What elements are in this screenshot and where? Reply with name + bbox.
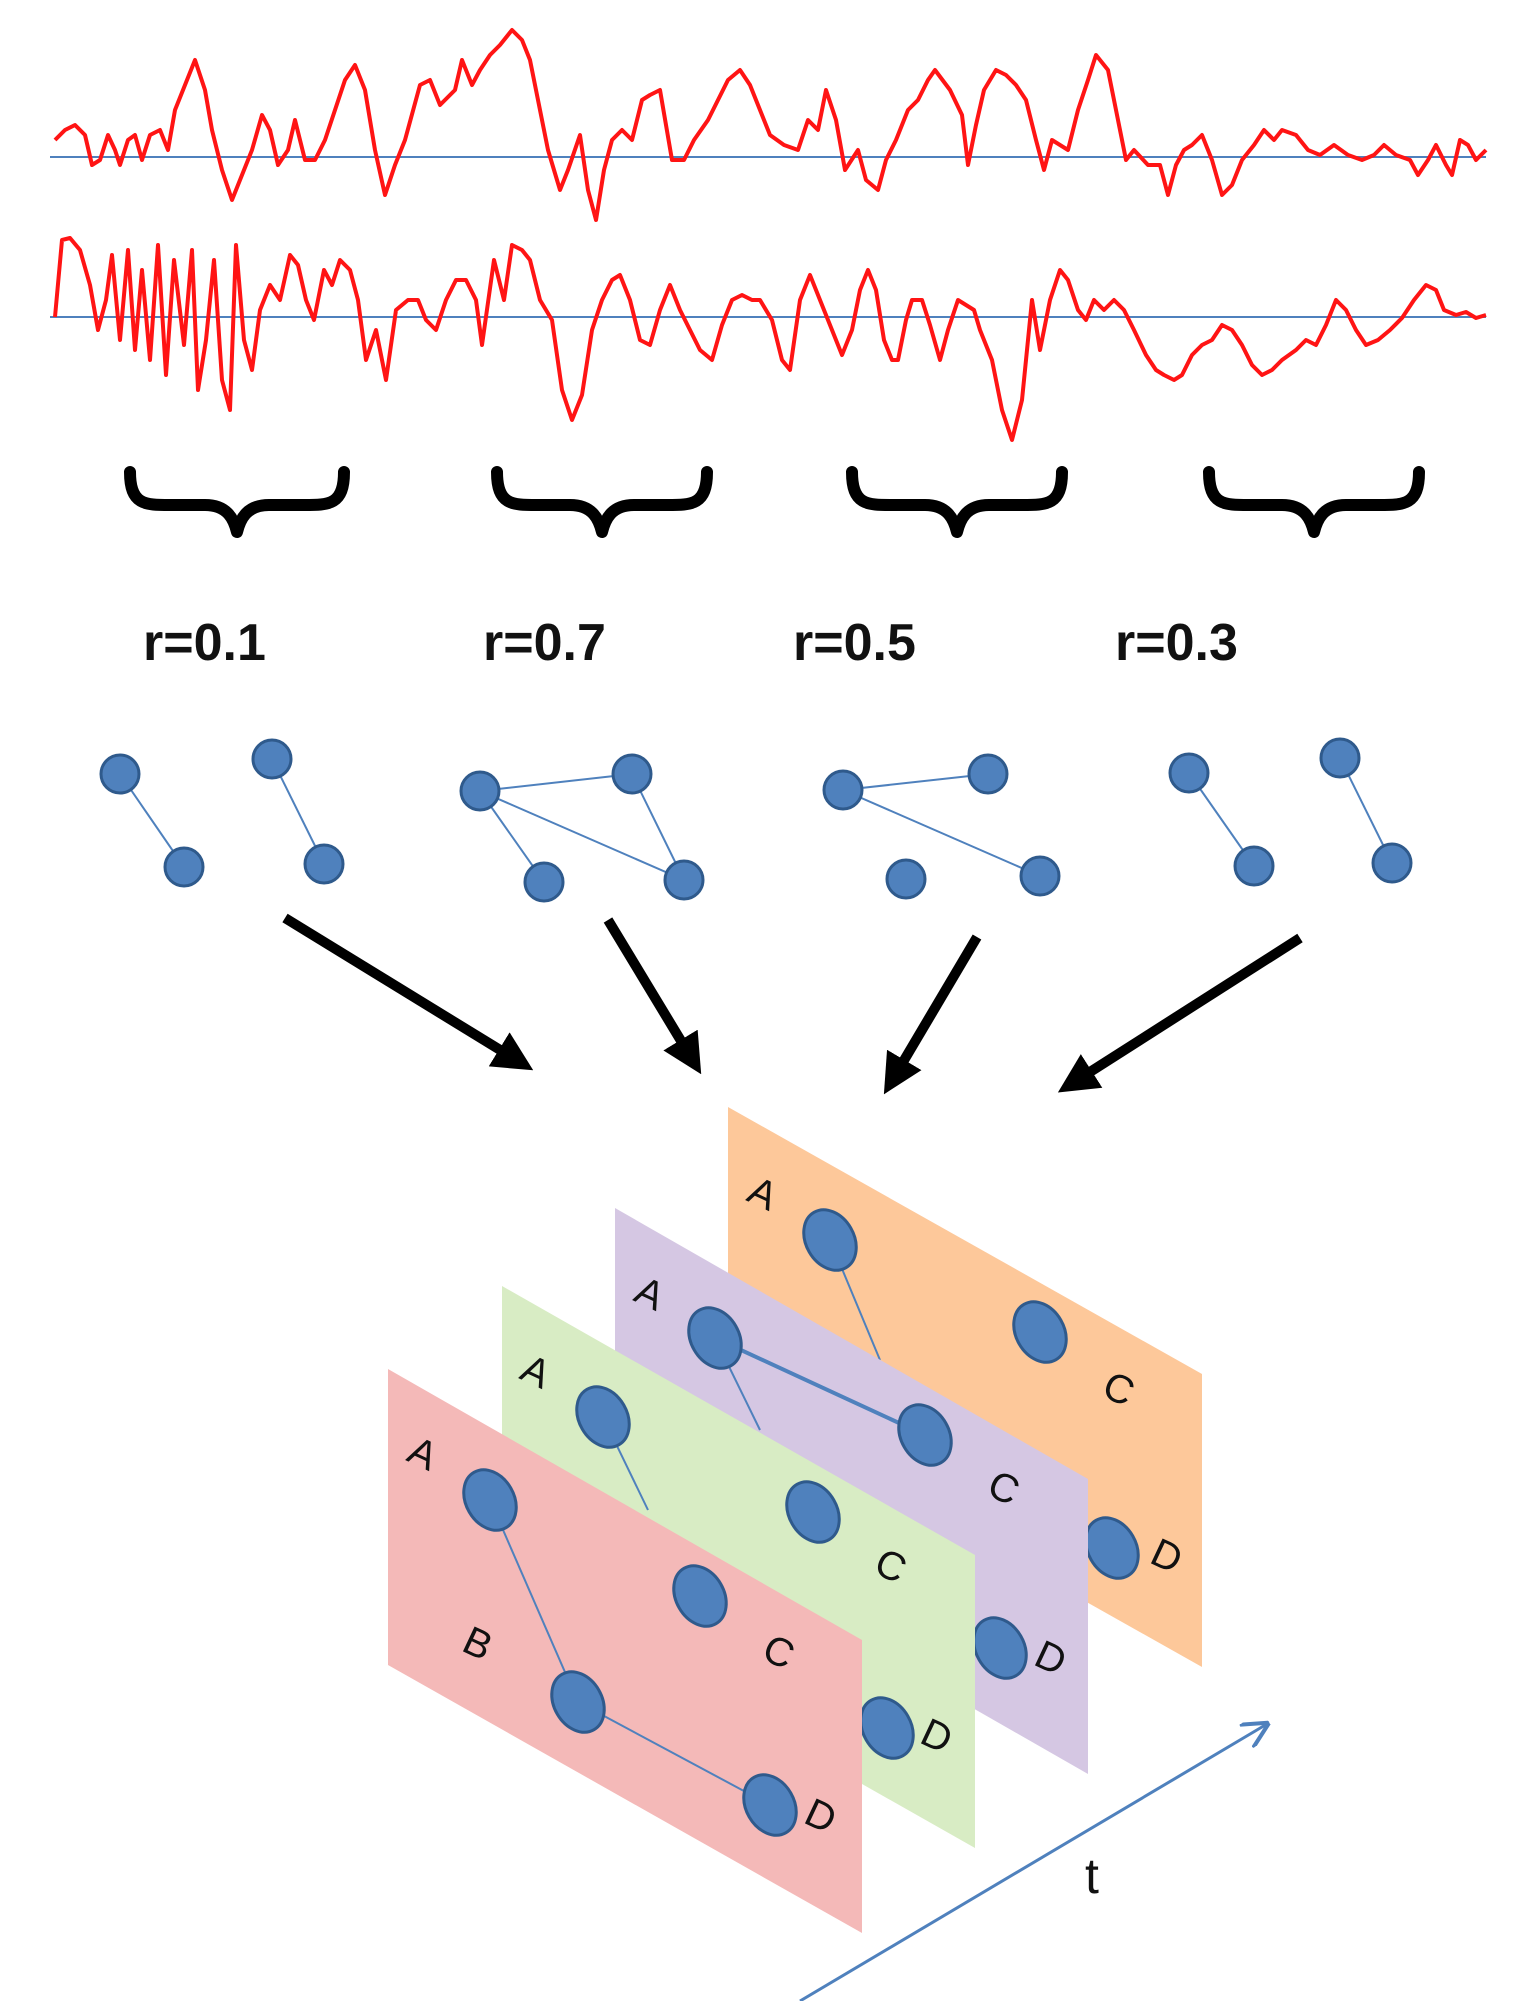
time-axis-label: t <box>1085 1848 1099 1904</box>
layer-2-node <box>859 1696 915 1760</box>
network-2-node <box>663 859 705 901</box>
network-2-node <box>459 770 501 812</box>
signal-1-trace <box>53 28 1488 222</box>
layer-4-node <box>802 1208 858 1272</box>
layer-3-node <box>897 1403 953 1467</box>
network-3-node <box>1019 855 1061 897</box>
network-4-node <box>1371 842 1413 884</box>
network-layer-1: A B C D <box>388 1369 862 1933</box>
network-4-node <box>1319 737 1361 779</box>
window-braces <box>124 466 1425 538</box>
time-axis: t <box>799 1724 1267 2001</box>
network-3-edge <box>842 773 989 791</box>
network-3-node <box>967 753 1009 795</box>
network-1-node <box>163 846 205 888</box>
window-network-1 <box>99 738 345 888</box>
signal-1 <box>50 28 1488 222</box>
network-1-node <box>99 753 141 795</box>
layer-4-node <box>1012 1300 1068 1364</box>
layer-1-node <box>462 1468 518 1532</box>
network-1-node <box>251 738 293 780</box>
brace-2 <box>491 466 713 538</box>
network-3-edge <box>842 789 1041 877</box>
window-arrows <box>282 913 1303 1095</box>
arrow-4 <box>1057 933 1303 1093</box>
arrow-2 <box>603 917 702 1075</box>
layer-3-node <box>972 1616 1028 1680</box>
arrow-1 <box>282 913 534 1071</box>
signal-2 <box>50 236 1487 442</box>
layer-1-edge <box>489 1499 579 1703</box>
window-network-3 <box>822 753 1061 900</box>
corr-label-4: r=0.3 <box>1115 614 1238 672</box>
network-4-node <box>1233 845 1275 887</box>
network-2-edge <box>479 790 685 881</box>
brace-1 <box>124 466 350 538</box>
arrow-3 <box>883 934 982 1095</box>
layer-1-node <box>672 1564 728 1628</box>
layer-4-node <box>1084 1516 1140 1580</box>
brace-4 <box>1203 466 1425 538</box>
time-axis-line <box>799 1724 1267 2001</box>
window-network-4 <box>1168 737 1413 887</box>
layer-1-node <box>550 1670 606 1734</box>
network-1-node <box>303 843 345 885</box>
network-2-edge <box>479 773 633 792</box>
window-network-2 <box>459 753 705 903</box>
corr-label-3: r=0.5 <box>793 614 916 672</box>
network-2-node <box>611 753 653 795</box>
brace-3 <box>846 466 1068 538</box>
layer-3-edge <box>714 1336 926 1437</box>
layer-1-node <box>742 1773 798 1837</box>
network-4-node <box>1168 752 1210 794</box>
corr-label-1: r=0.1 <box>143 614 266 672</box>
layer-2-node <box>575 1385 631 1449</box>
network-3-node <box>885 858 927 900</box>
layer-1-edge <box>577 1701 771 1806</box>
network-3-node <box>822 769 864 811</box>
layer-2-node <box>785 1480 841 1544</box>
network-2-node <box>523 861 565 903</box>
layer-3-node <box>687 1306 743 1370</box>
corr-label-2: r=0.7 <box>483 614 606 672</box>
signal-2-trace <box>53 236 1487 442</box>
